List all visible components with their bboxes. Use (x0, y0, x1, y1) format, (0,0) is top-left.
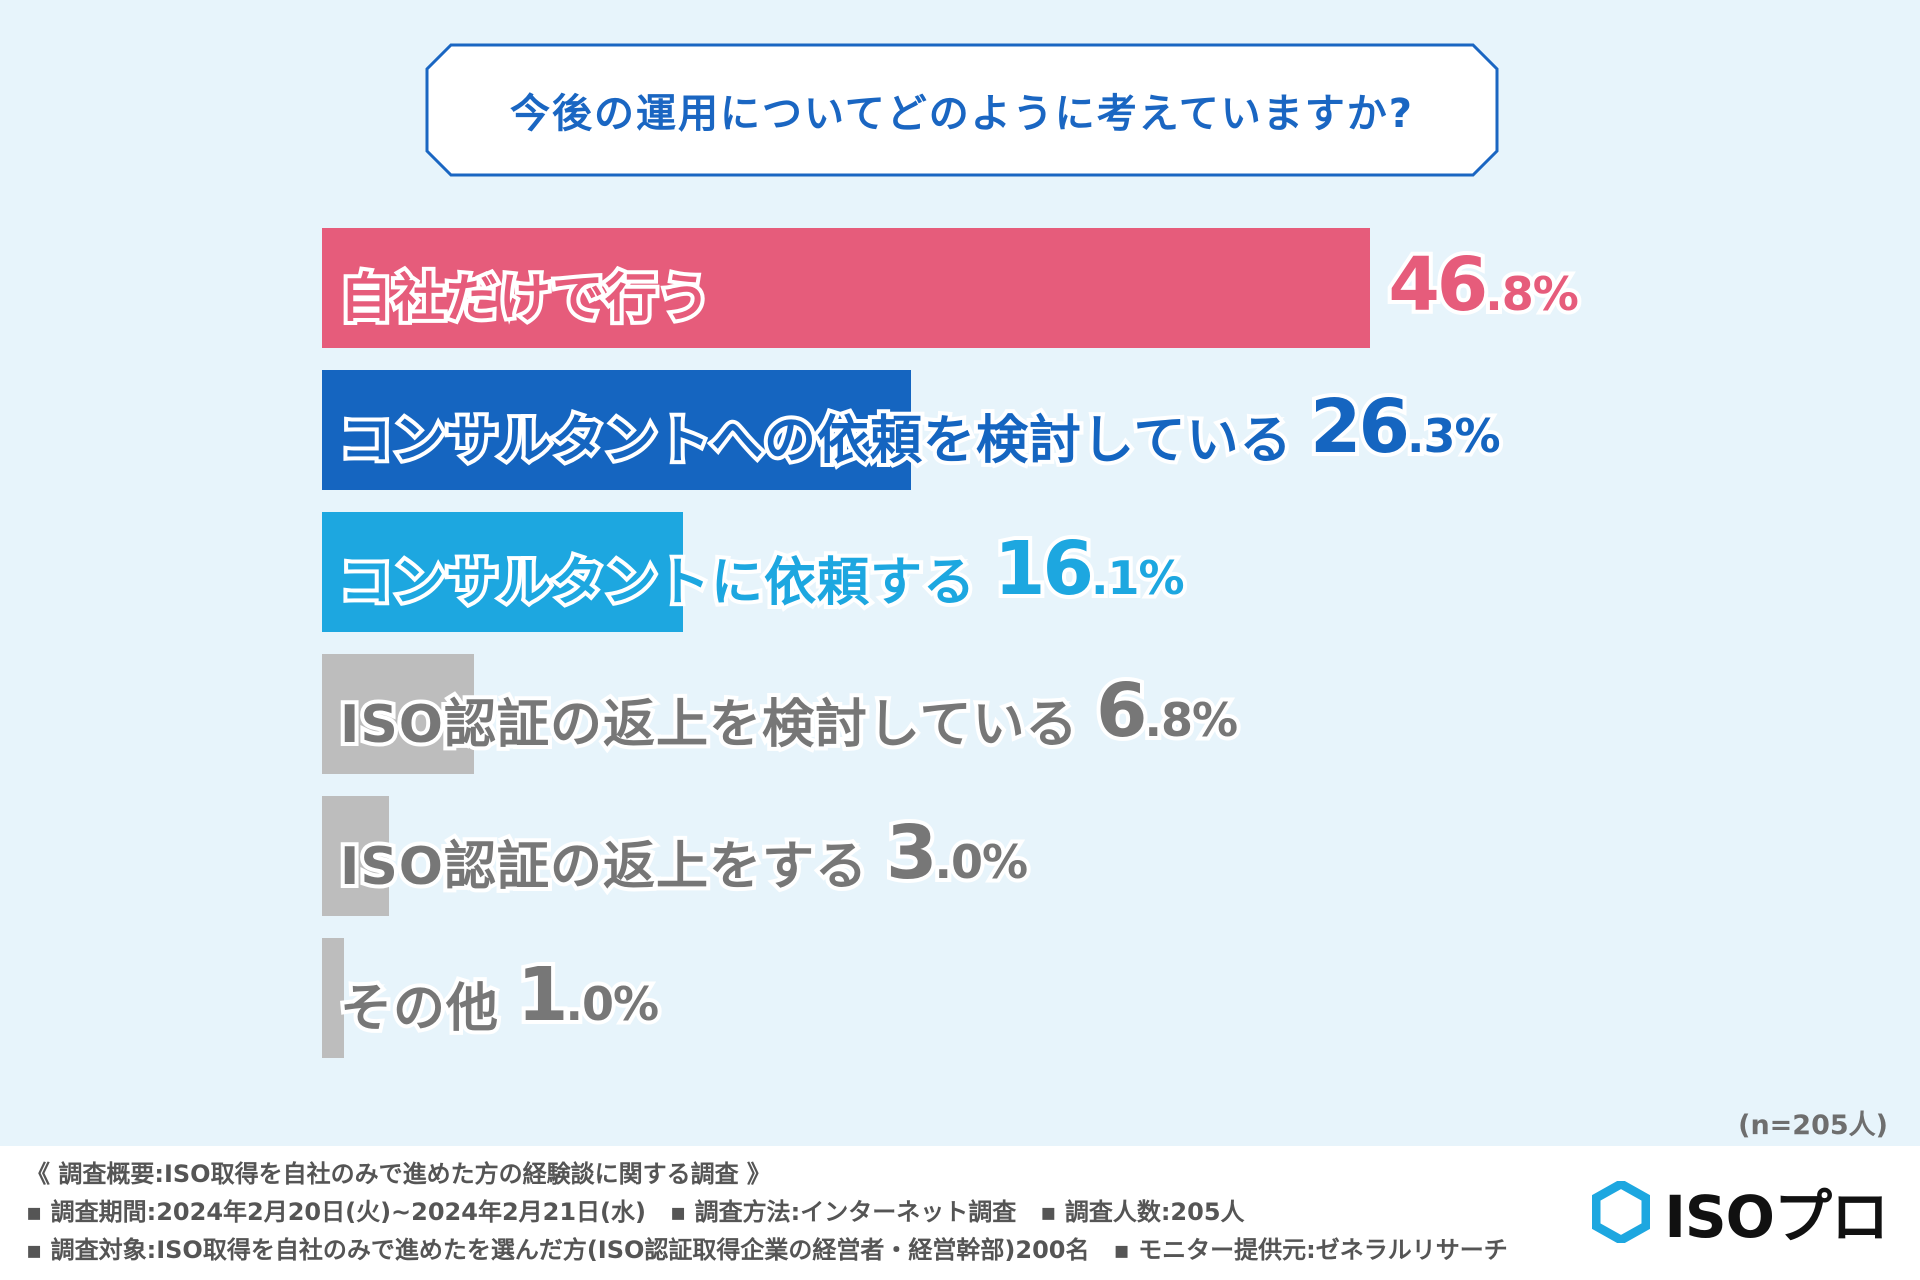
survey-period-method: ▪ 調査期間:2024年2月20日(火)~2024年2月21日(水) ▪ 調査方… (26, 1198, 1245, 1226)
logo-text: ISOプロ (1664, 1183, 1889, 1251)
iso-pro-logo: ISOプロ (1592, 1180, 1889, 1251)
value-integer: 6 (1092, 664, 1151, 758)
value-decimal: .0% (562, 973, 664, 1035)
value-integer: 1 (513, 948, 572, 1042)
bar-value-label: 3.0% (882, 806, 1033, 900)
value-decimal: .3% (1403, 405, 1505, 467)
value-decimal: .1% (1087, 547, 1189, 609)
bar-chart: 自社だけで行う 46.8% コンサルタントへの依頼を検討している 26.3% コンサルタ… (322, 228, 1583, 1058)
title-frame (425, 43, 1499, 177)
value-integer: 3 (882, 806, 941, 900)
bar (322, 228, 1371, 348)
value-decimal: .0% (931, 831, 1033, 893)
hexagon-logo-icon (1592, 1181, 1651, 1243)
value-integer: 16 (990, 522, 1098, 616)
value-integer: 46 (1384, 238, 1492, 332)
bar-category-label: ISO認証の返上を検討している (336, 691, 1081, 759)
bar (322, 796, 390, 916)
bar-category-label: その他 (336, 975, 502, 1043)
bar-value-label: 46.8% (1384, 238, 1583, 332)
question-title-box: 今後の運用についてどのように考えていますか? (425, 43, 1499, 177)
survey-overview: 《 調査概要:ISO取得を自社のみで進めた方の経験談に関する調査 》 (26, 1160, 771, 1188)
bar-value-label: 6.8% (1092, 664, 1243, 758)
bar-category-label: コンサルタントへの依頼を検討している (336, 407, 1295, 475)
page-title: 今後の運用についてどのように考えていますか? (509, 91, 1414, 137)
bar-category-label: 自社だけで行う (336, 265, 714, 333)
bar-value-label: 1.0% (513, 948, 664, 1042)
bar (322, 938, 345, 1058)
sample-size-note: (n=205人) (1738, 1110, 1888, 1141)
bar (322, 370, 912, 490)
value-decimal: .8% (1481, 263, 1583, 325)
value-integer: 26 (1306, 380, 1414, 474)
survey-target-provider: ▪ 調査対象:ISO取得を自社のみで進めたを選んだ方(ISO認証取得企業の経営者… (26, 1236, 1508, 1264)
value-decimal: .8% (1141, 689, 1243, 751)
bar-value-label: 26.3% (1306, 380, 1505, 474)
bar-category-label: ISO認証の返上をする (336, 833, 871, 901)
bar (322, 654, 475, 774)
bar (322, 512, 683, 632)
bar-category-label: コンサルタントに依頼する (336, 549, 979, 617)
bar-value-label: 16.1% (990, 522, 1189, 616)
